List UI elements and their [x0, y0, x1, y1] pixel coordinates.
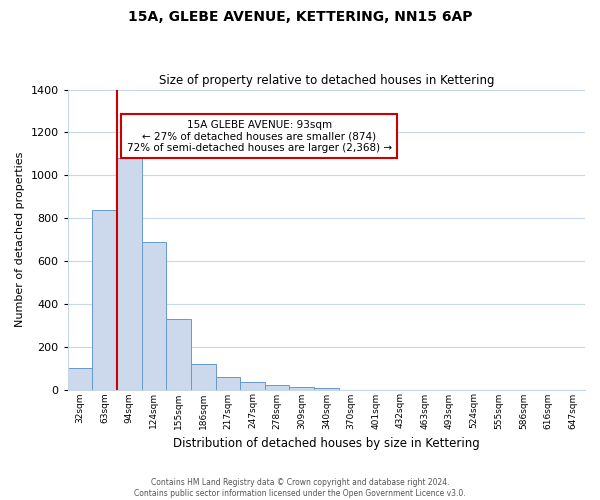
Bar — [314, 388, 338, 390]
Y-axis label: Number of detached properties: Number of detached properties — [15, 152, 25, 327]
X-axis label: Distribution of detached houses by size in Kettering: Distribution of detached houses by size … — [173, 437, 480, 450]
Bar — [92, 210, 117, 390]
Text: Contains HM Land Registry data © Crown copyright and database right 2024.
Contai: Contains HM Land Registry data © Crown c… — [134, 478, 466, 498]
Bar — [142, 242, 166, 390]
Bar — [265, 385, 289, 390]
Bar — [289, 388, 314, 390]
Bar — [191, 364, 215, 390]
Bar — [68, 368, 92, 390]
Bar — [166, 319, 191, 390]
Bar — [240, 382, 265, 390]
Text: 15A, GLEBE AVENUE, KETTERING, NN15 6AP: 15A, GLEBE AVENUE, KETTERING, NN15 6AP — [128, 10, 472, 24]
Title: Size of property relative to detached houses in Kettering: Size of property relative to detached ho… — [158, 74, 494, 87]
Text: 15A GLEBE AVENUE: 93sqm
← 27% of detached houses are smaller (874)
72% of semi-d: 15A GLEBE AVENUE: 93sqm ← 27% of detache… — [127, 120, 392, 153]
Bar — [215, 376, 240, 390]
Bar — [117, 158, 142, 390]
